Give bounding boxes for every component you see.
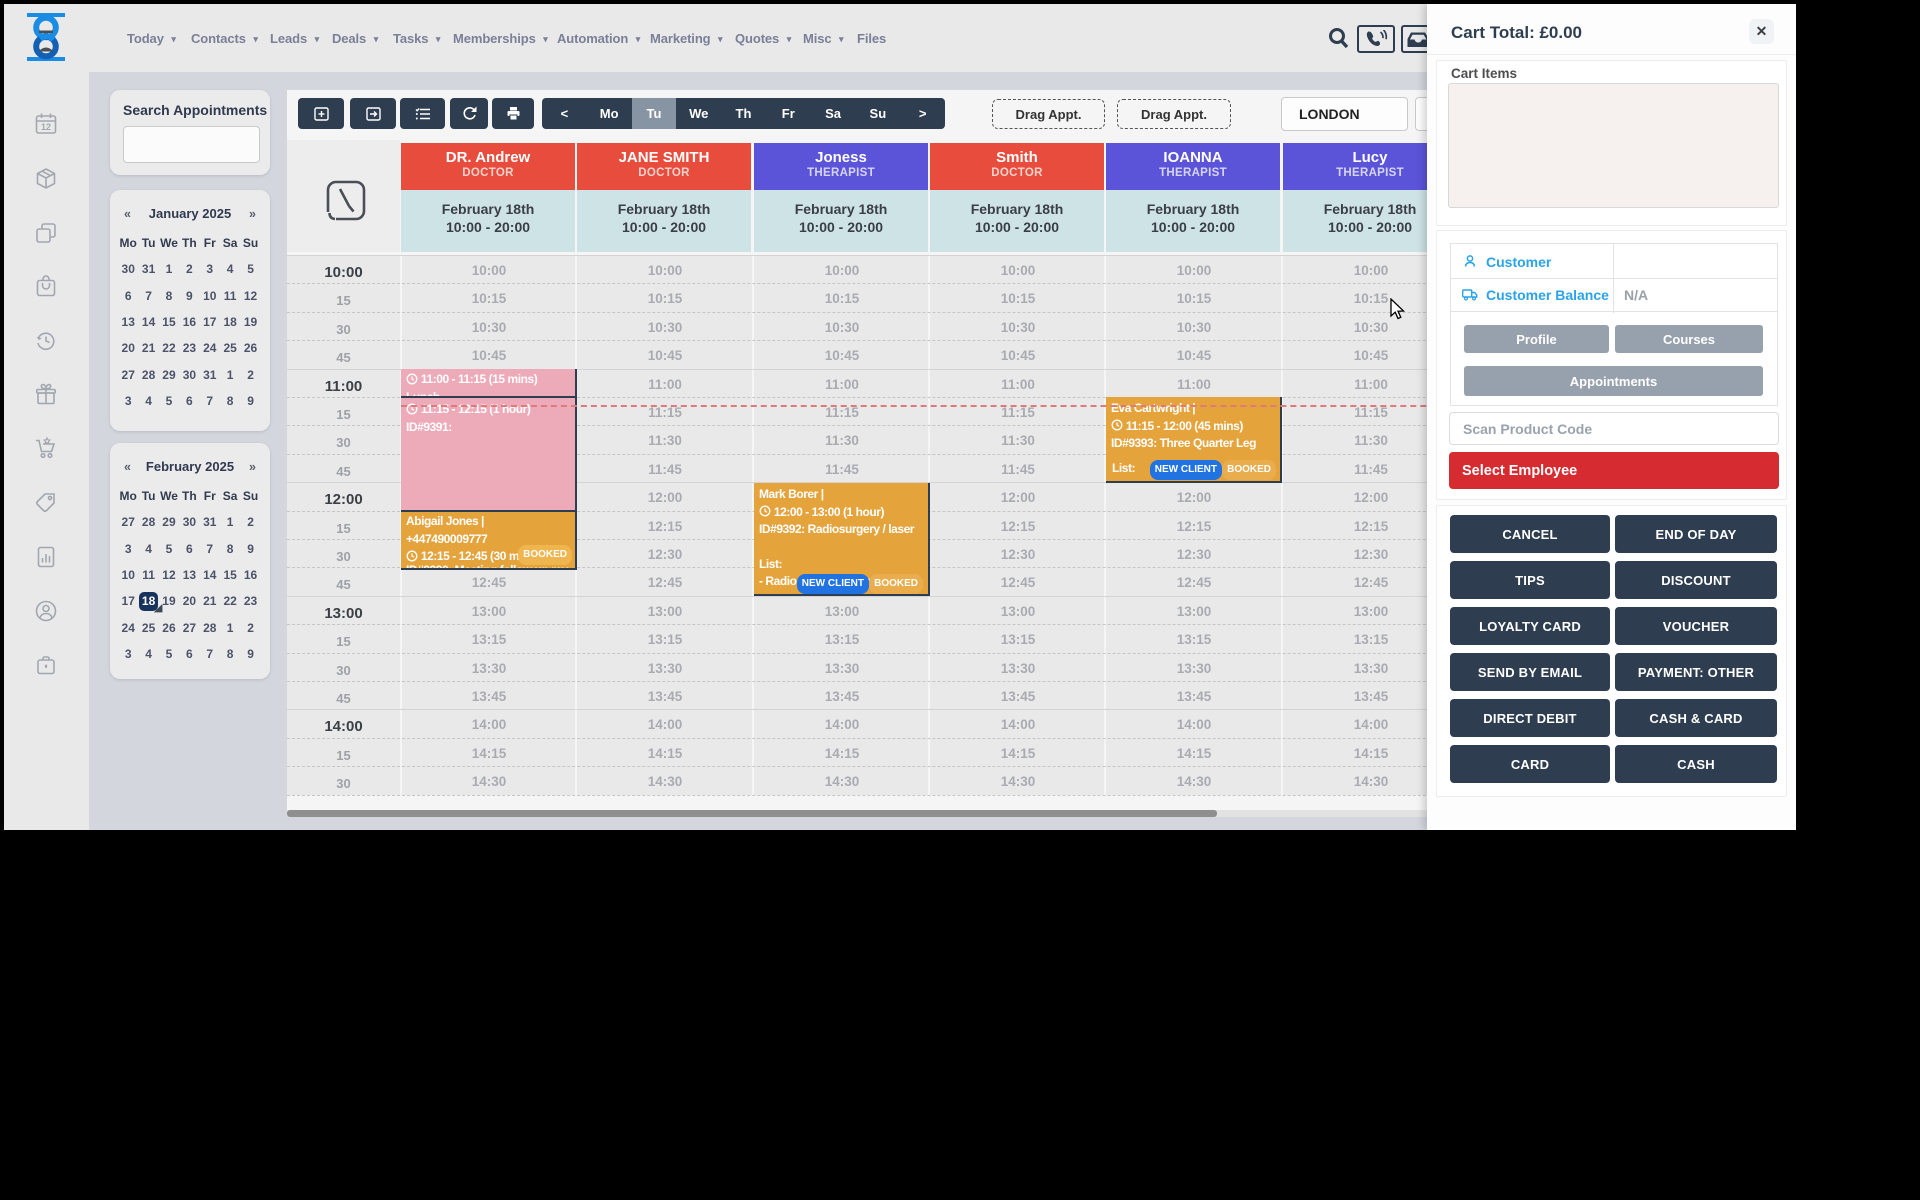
- svg-text:12: 12: [41, 122, 51, 132]
